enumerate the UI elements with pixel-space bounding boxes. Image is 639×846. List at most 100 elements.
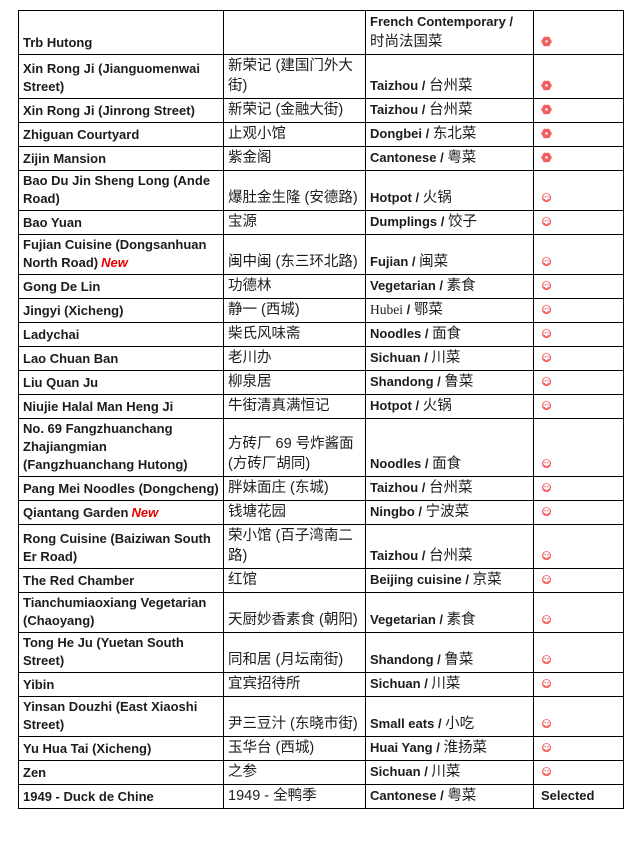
cuisine-english: Dongbei <box>370 126 422 141</box>
bib-gourmand-icon <box>542 551 551 561</box>
restaurant-name: Xin Rong Ji (Jianguomenwai Street) <box>23 61 200 94</box>
restaurant-name: Lao Chuan Ban <box>23 351 119 366</box>
michelin-star-icon <box>541 128 552 139</box>
cuisine-cell: Dumplings / 饺子 <box>365 210 534 235</box>
cuisine-cell: Hubei / 鄂菜 <box>365 298 534 323</box>
cuisine-chinese: 素食 <box>446 278 476 294</box>
cuisine-separator: / <box>436 150 448 165</box>
award-cell <box>533 234 624 275</box>
award-cell <box>533 592 624 633</box>
cuisine-separator: / <box>437 214 449 229</box>
restaurant-name: Bao Yuan <box>23 215 83 230</box>
table-row: Qiantang Garden New 钱塘花园 Ningbo / 宁波菜 <box>18 500 624 525</box>
cuisine-english: Huai Yang <box>370 740 433 755</box>
bib-gourmand-icon <box>542 719 551 729</box>
table-row: Zijin Mansion 紫金阁 Cantonese / 粤菜 <box>18 146 624 171</box>
cuisine-english: Taizhou <box>370 548 419 563</box>
chinese-name-cell: 静一 (西城) <box>223 298 366 323</box>
cuisine-chinese: 闽菜 <box>419 254 449 270</box>
award-cell <box>533 146 624 171</box>
document-page: Trb Hutong French Contemporary / 时尚法国菜 X… <box>18 10 624 809</box>
restaurant-name-cell: Yinsan Douzhi (East Xiaoshi Street) <box>18 696 224 737</box>
michelin-star-icon <box>541 104 552 115</box>
cuisine-chinese: 东北菜 <box>432 126 477 142</box>
restaurant-name-cell: Yibin <box>18 672 224 697</box>
award-cell <box>533 524 624 569</box>
cuisine-chinese: 台州菜 <box>428 102 473 118</box>
cuisine-english: Hotpot <box>370 398 412 413</box>
cuisine-cell: Ningbo / 宁波菜 <box>365 500 534 525</box>
cuisine-separator: / <box>461 572 473 587</box>
cuisine-separator: / <box>433 374 445 389</box>
michelin-star-icon <box>541 36 552 47</box>
cuisine-chinese: 台州菜 <box>428 78 473 94</box>
cuisine-english: Shandong <box>370 652 434 667</box>
restaurant-name: Ladychai <box>23 327 80 342</box>
restaurant-name: Qiantang Garden <box>23 505 129 520</box>
award-cell <box>533 370 624 395</box>
cuisine-chinese: 火锅 <box>422 190 452 206</box>
award-cell <box>533 760 624 785</box>
restaurant-name-cell: Qiantang Garden New <box>18 500 224 525</box>
cuisine-separator: / <box>418 102 429 117</box>
bib-gourmand-icon <box>542 353 551 363</box>
award-cell <box>533 210 624 235</box>
chinese-name-cell: 天厨妙香素食 (朝阳) <box>223 592 366 633</box>
table-row: Liu Quan Ju 柳泉居 Shandong / 鲁菜 <box>18 370 624 395</box>
table-row: Niujie Halal Man Heng Ji 牛街清真满恒记 Hotpot … <box>18 394 624 419</box>
award-cell <box>533 696 624 737</box>
cuisine-chinese: 台州菜 <box>428 548 473 564</box>
cuisine-english: Taizhou <box>370 480 419 495</box>
restaurant-name-cell: Ladychai <box>18 322 224 347</box>
restaurant-name-cell: Liu Quan Ju <box>18 370 224 395</box>
table-row: Lao Chuan Ban 老川办 Sichuan / 川菜 <box>18 346 624 371</box>
chinese-name-cell: 1949 - 全鸭季 <box>223 784 366 809</box>
cuisine-english: Hotpot <box>370 190 412 205</box>
award-cell <box>533 10 624 55</box>
award-cell <box>533 394 624 419</box>
restaurant-name-cell: Xin Rong Ji (Jianguomenwai Street) <box>18 54 224 99</box>
chinese-name-cell: 钱塘花园 <box>223 500 366 525</box>
restaurant-name: Bao Du Jin Sheng Long (Ande Road) <box>23 173 211 206</box>
table-row: Zen 之参 Sichuan / 川菜 <box>18 760 624 785</box>
award-cell <box>533 632 624 673</box>
bib-gourmand-icon <box>542 193 551 203</box>
cuisine-separator: / <box>422 126 433 141</box>
cuisine-english: Sichuan <box>370 764 421 779</box>
restaurant-name: 1949 - Duck de Chine <box>23 789 154 804</box>
cuisine-separator: / <box>420 676 432 691</box>
cuisine-english: Fujian <box>370 254 409 269</box>
bib-gourmand-icon <box>542 305 551 315</box>
restaurant-name: Xin Rong Ji (Jinrong Street) <box>23 103 195 118</box>
chinese-name-cell: 牛街清真满恒记 <box>223 394 366 419</box>
award-cell <box>533 98 624 123</box>
table-row: Yinsan Douzhi (East Xiaoshi Street) 尹三豆汁… <box>18 696 624 737</box>
chinese-name-cell: 柴氏风味斋 <box>223 322 366 347</box>
cuisine-cell: Sichuan / 川菜 <box>365 760 534 785</box>
restaurant-name: Liu Quan Ju <box>23 375 99 390</box>
award-cell <box>533 122 624 147</box>
cuisine-separator: / <box>435 278 447 293</box>
cuisine-cell: Shandong / 鲁菜 <box>365 370 534 395</box>
chinese-name-cell: 功德林 <box>223 274 366 299</box>
table-row: Bao Yuan 宝源 Dumplings / 饺子 <box>18 210 624 235</box>
restaurant-name-cell: Zijin Mansion <box>18 146 224 171</box>
cuisine-cell: Sichuan / 川菜 <box>365 346 534 371</box>
cuisine-english: Noodles <box>370 326 422 341</box>
cuisine-cell: French Contemporary / 时尚法国菜 <box>365 10 534 55</box>
award-cell <box>533 274 624 299</box>
table-row: Yu Hua Tai (Xicheng) 玉华台 (西城) Huai Yang … <box>18 736 624 761</box>
cuisine-chinese: 宁波菜 <box>425 504 470 520</box>
chinese-name-cell: 闽中闽 (东三环北路) <box>223 234 366 275</box>
award-cell <box>533 322 624 347</box>
cuisine-separator: / <box>421 456 433 471</box>
cuisine-english: Beijing cuisine <box>370 572 462 587</box>
chinese-name-cell: 爆肚金生隆 (安德路) <box>223 170 366 211</box>
cuisine-english: Sichuan <box>370 350 421 365</box>
chinese-name-cell: 新荣记 (建国门外大街) <box>223 54 366 99</box>
table-row: Xin Rong Ji (Jianguomenwai Street) 新荣记 (… <box>18 54 624 99</box>
cuisine-separator: / <box>420 764 432 779</box>
cuisine-chinese: 台州菜 <box>428 480 473 496</box>
cuisine-cell: Sichuan / 川菜 <box>365 672 534 697</box>
chinese-name-cell: 紫金阁 <box>223 146 366 171</box>
